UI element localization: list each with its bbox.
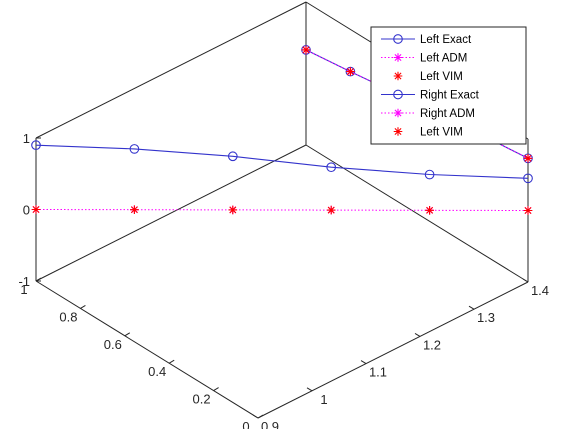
legend: Left Exact Left ADM Left VIM Right Exact Rig…	[371, 27, 526, 144]
legend-label: Left Exact	[420, 34, 472, 46]
y-tick-label: 0.8	[59, 309, 77, 324]
y-tick-mark	[214, 388, 219, 391]
x-tick-label: 1.3	[477, 310, 495, 325]
series-1	[32, 205, 533, 215]
axis-edge	[36, 2, 306, 138]
x-tick-mark	[415, 333, 420, 336]
x-tick-label: 0.9	[261, 419, 279, 429]
axis-edge	[36, 281, 258, 418]
z-tick-label: 0	[23, 203, 30, 218]
legend-label: Right ADM	[420, 108, 475, 120]
legend-star-marker	[394, 127, 403, 136]
legend-star-marker	[394, 109, 403, 118]
axis-edge	[258, 282, 528, 418]
y-tick-mark	[258, 415, 263, 418]
x-tick-mark	[361, 361, 366, 364]
star-marker	[32, 205, 41, 214]
star-marker	[327, 206, 336, 215]
x-tick-mark	[253, 415, 258, 418]
axis-edge	[306, 145, 528, 282]
y-tick-label: 0.4	[148, 364, 166, 379]
star-marker	[524, 154, 533, 163]
y-tick-label: 0.2	[193, 392, 211, 407]
legend-star-marker	[394, 53, 403, 62]
x-tick-label: 1.4	[531, 283, 549, 298]
star-marker	[425, 206, 434, 215]
legend-label: Left VIM	[420, 127, 463, 139]
series-0	[32, 141, 533, 183]
x-tick-mark	[469, 306, 474, 309]
x-tick-label: 1.1	[369, 365, 387, 380]
star-marker	[524, 206, 533, 215]
x-tick-label: 1.2	[423, 337, 441, 352]
y-tick-mark	[169, 360, 174, 363]
z-tick-label: 1	[23, 131, 30, 146]
star-marker	[302, 46, 311, 55]
x-tick-label: 1	[320, 392, 327, 407]
series-line	[36, 210, 528, 211]
axis-edge	[36, 145, 306, 281]
y-tick-mark	[125, 333, 130, 336]
y-tick-mark	[80, 305, 85, 308]
x-tick-mark	[307, 388, 312, 391]
star-marker	[130, 205, 139, 214]
star-marker	[229, 206, 238, 215]
y-tick-label: 0	[242, 419, 249, 429]
z-tick-label: -1	[18, 274, 30, 289]
series-line	[36, 145, 528, 178]
legend-label: Right Exact	[420, 90, 480, 102]
y-tick-label: 0.6	[104, 337, 122, 352]
legend-label: Left VIM	[420, 71, 463, 83]
legend-star-marker	[394, 72, 403, 81]
x-tick-mark	[523, 279, 528, 282]
legend-label: Left ADM	[420, 53, 467, 65]
star-marker	[346, 67, 355, 76]
